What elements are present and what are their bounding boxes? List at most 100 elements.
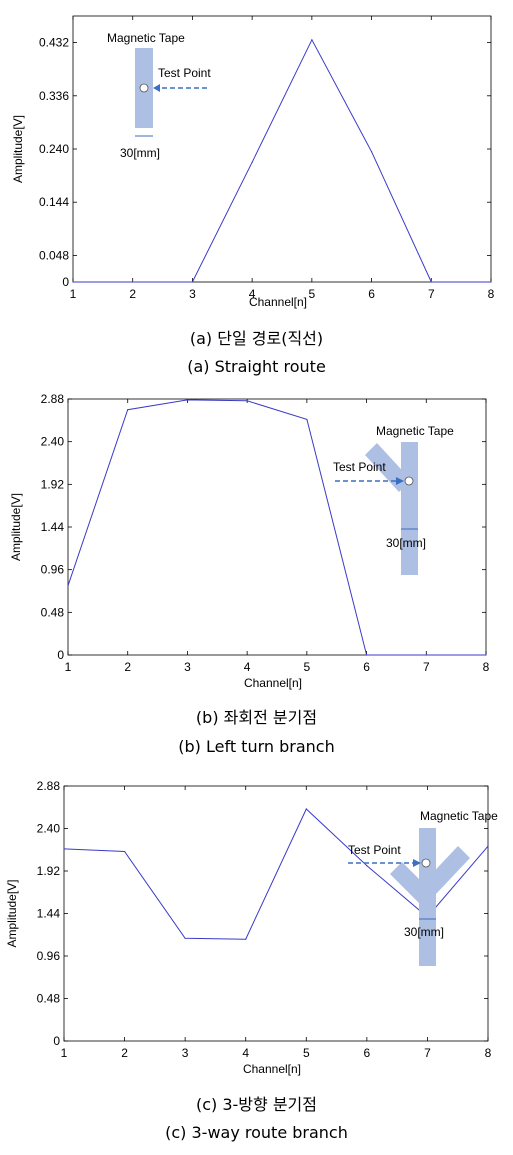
data-point <box>306 418 308 421</box>
x-tick-label: 3 <box>189 287 196 301</box>
caption-ko: (b) 좌회전 분기점 <box>195 708 318 727</box>
x-tick-label: 5 <box>303 1046 310 1060</box>
y-tick-label: 0.048 <box>39 248 69 262</box>
test-point-marker <box>139 83 149 93</box>
x-tick-label: 6 <box>363 660 370 674</box>
y-axis-label: Amplitude[V] <box>11 115 25 183</box>
chart-left-turn-branch: 0 0.48 0.96 1.44 1.92 2.40 2.88 1 2 3 4 5 6 7 8 Channel… <box>9 392 490 690</box>
width-label: 30[mm] <box>386 536 426 550</box>
x-tick-label: 3 <box>182 1046 189 1060</box>
y-tick-label: 2.88 <box>41 392 65 406</box>
test-point-label: Test Point <box>158 66 211 80</box>
magnetic-tape-label: Magnetic Tape <box>376 424 454 438</box>
data-point <box>430 281 432 283</box>
x-tick-label: 4 <box>249 287 256 301</box>
y-axis-label: Amplitude[V] <box>5 879 19 947</box>
width-label: 30[mm] <box>404 925 444 939</box>
inset-diagram: Magnetic Tape Test Point 30[mm] <box>107 31 211 160</box>
chart-straight-route: 0 0.048 0.144 0.240 0.336 0.432 1 2 3 4 5 6 7 8 Channe… <box>11 15 495 309</box>
y-axis-label: Amplitude[V] <box>9 493 23 561</box>
x-tick-label: 5 <box>304 660 311 674</box>
x-tick-label: 4 <box>244 660 251 674</box>
y-tick-label: 0 <box>62 275 69 289</box>
y-tick-label: 0.144 <box>39 195 69 209</box>
y-tick-label: 1.44 <box>41 520 65 534</box>
y-tick-label: 0.432 <box>39 36 69 50</box>
data-point <box>365 654 368 656</box>
data-point <box>72 281 74 283</box>
data-point <box>184 937 186 939</box>
magnetic-tape-strip <box>401 442 418 575</box>
caption-en: (a) Straight route <box>187 357 326 376</box>
magnetic-tape-branch-left <box>390 862 432 904</box>
panel-three-way-branch: 0 0.48 0.96 1.44 1.92 2.40 2.88 1 2 3 4 5 6 7 8 Channel… <box>0 770 513 1155</box>
x-tick-label: 7 <box>423 660 430 674</box>
x-axis-label: Channel[n] <box>243 1062 301 1076</box>
data-point <box>245 938 247 940</box>
data-point <box>370 151 373 153</box>
y-tick-label: 0 <box>57 648 64 662</box>
panel-left-turn-branch: 0 0.48 0.96 1.44 1.92 2.40 2.88 1 2 3 4 5 6 7 8 Channel… <box>0 385 513 770</box>
magnetic-tape-label: Magnetic Tape <box>420 809 498 823</box>
test-point-label: Test Point <box>348 843 401 857</box>
test-point-marker <box>404 476 414 486</box>
y-tick-label: 0.48 <box>37 992 61 1006</box>
arrow-head <box>413 859 421 867</box>
y-tick-label: 2.40 <box>37 822 61 836</box>
data-point <box>63 848 65 850</box>
y-tick-label: 2.40 <box>41 435 65 449</box>
arrow-head <box>396 477 404 485</box>
y-tick-label: 0.336 <box>39 89 69 103</box>
x-tick-label: 4 <box>242 1046 249 1060</box>
data-point <box>305 808 307 810</box>
chart-three-way-branch: 0 0.48 0.96 1.44 1.92 2.40 2.88 1 2 3 4 5 6 7 8 Channel… <box>5 779 498 1076</box>
data-point <box>425 654 427 656</box>
data-point <box>191 281 194 283</box>
arrow-head <box>153 84 160 92</box>
data-point <box>186 399 189 401</box>
x-tick-label: 5 <box>309 287 316 301</box>
x-tick-label: 8 <box>483 660 490 674</box>
x-tick-label: 6 <box>364 1046 371 1060</box>
x-tick-label: 6 <box>368 287 375 301</box>
data-point <box>127 409 129 411</box>
caption-ko: (c) 3-방향 분기점 <box>195 1095 317 1114</box>
x-tick-label: 1 <box>61 1046 68 1060</box>
y-tick-label: 0.240 <box>39 142 69 156</box>
data-point <box>132 281 134 283</box>
magnetic-tape-label: Magnetic Tape <box>107 31 185 45</box>
x-tick-label: 1 <box>70 287 77 301</box>
y-tick-label: 1.92 <box>41 477 65 491</box>
data-point <box>246 400 248 402</box>
y-tick-label: 0.96 <box>37 949 61 963</box>
x-tick-label: 1 <box>65 660 72 674</box>
data-point <box>487 845 489 847</box>
y-tick-label: 0.48 <box>41 605 65 619</box>
panel-straight-route: 0 0.048 0.144 0.240 0.336 0.432 1 2 3 4 5 6 7 8 Channe… <box>0 0 513 385</box>
x-tick-label: 7 <box>424 1046 431 1060</box>
x-tick-label: 2 <box>124 660 131 674</box>
y-tick-label: 1.92 <box>37 864 61 878</box>
series-line <box>63 808 489 940</box>
x-axis-label: Channel[n] <box>244 676 302 690</box>
magnetic-tape-branch-right <box>424 846 470 894</box>
y-tick-label: 1.44 <box>37 907 61 921</box>
x-tick-label: 2 <box>121 1046 128 1060</box>
x-tick-label: 8 <box>485 1046 492 1060</box>
caption-ko: (a) 단일 경로(직선) <box>189 329 324 348</box>
series-line <box>67 399 486 656</box>
y-tick-label: 2.88 <box>37 779 61 793</box>
y-tick-label: 0 <box>53 1034 60 1048</box>
data-point <box>366 865 368 867</box>
x-axis-label: Channel[n] <box>249 295 307 309</box>
series-line <box>73 38 491 283</box>
data-point <box>251 161 253 163</box>
data-point <box>490 281 492 283</box>
test-point-marker <box>421 858 431 868</box>
x-tick-label: 7 <box>428 287 435 301</box>
data-point <box>123 850 126 853</box>
caption-en: (b) Left turn branch <box>178 737 335 756</box>
width-label: 30[mm] <box>120 146 160 160</box>
x-tick-label: 2 <box>129 287 136 301</box>
y-tick-label: 0.96 <box>41 563 65 577</box>
